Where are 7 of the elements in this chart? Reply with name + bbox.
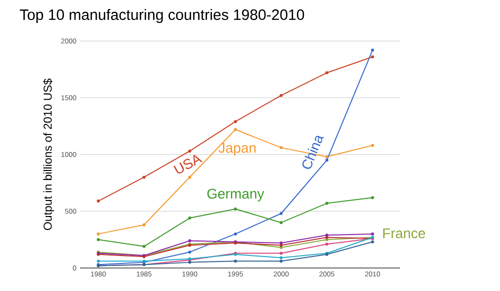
series-label: France [383,228,426,238]
chart-title: Top 10 manufacturing countries 1980-2010 [20,9,304,23]
series-label: Japan [218,143,256,156]
y-axis-title: Output in billions of 2010 US$ [43,78,54,230]
text: USA [174,154,203,174]
text: China [302,136,324,169]
series-label: Germany [207,188,264,202]
